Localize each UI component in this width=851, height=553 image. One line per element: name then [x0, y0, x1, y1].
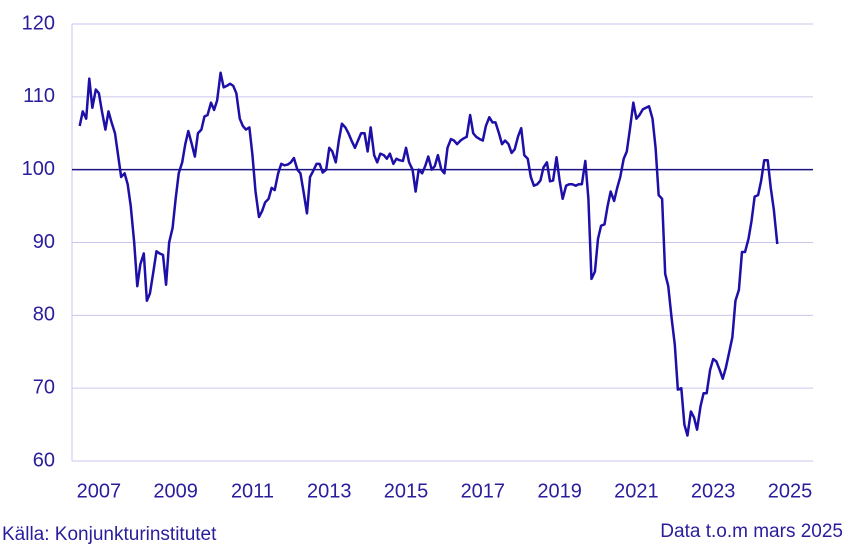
x-tick-label: 2025: [768, 480, 813, 502]
y-tick-label: 120: [22, 12, 55, 34]
x-tick-label: 2013: [307, 480, 352, 502]
source: Källa: Konjunkturinstitutet: [2, 524, 217, 545]
y-tick-label: 60: [33, 449, 55, 471]
x-tick-label: 2019: [537, 480, 582, 502]
x-tick-label: 2017: [461, 480, 506, 502]
x-tick-label: 2015: [384, 480, 429, 502]
y-tick-label: 80: [33, 304, 55, 326]
x-tick-label: 2021: [614, 480, 659, 502]
x-tick-label: 2011: [231, 480, 274, 502]
note: Data t.o.m mars 2025: [660, 521, 843, 542]
y-tick-label: 70: [33, 376, 55, 398]
y-tick-label: 110: [23, 85, 55, 107]
x-tick-label: 2009: [153, 480, 198, 502]
x-tick-label: 2023: [691, 480, 736, 502]
y-tick-label: 90: [33, 231, 55, 253]
y-tick-label: 100: [22, 158, 55, 180]
data-line: [78, 71, 779, 437]
x-tick-label: 2007: [77, 480, 122, 502]
